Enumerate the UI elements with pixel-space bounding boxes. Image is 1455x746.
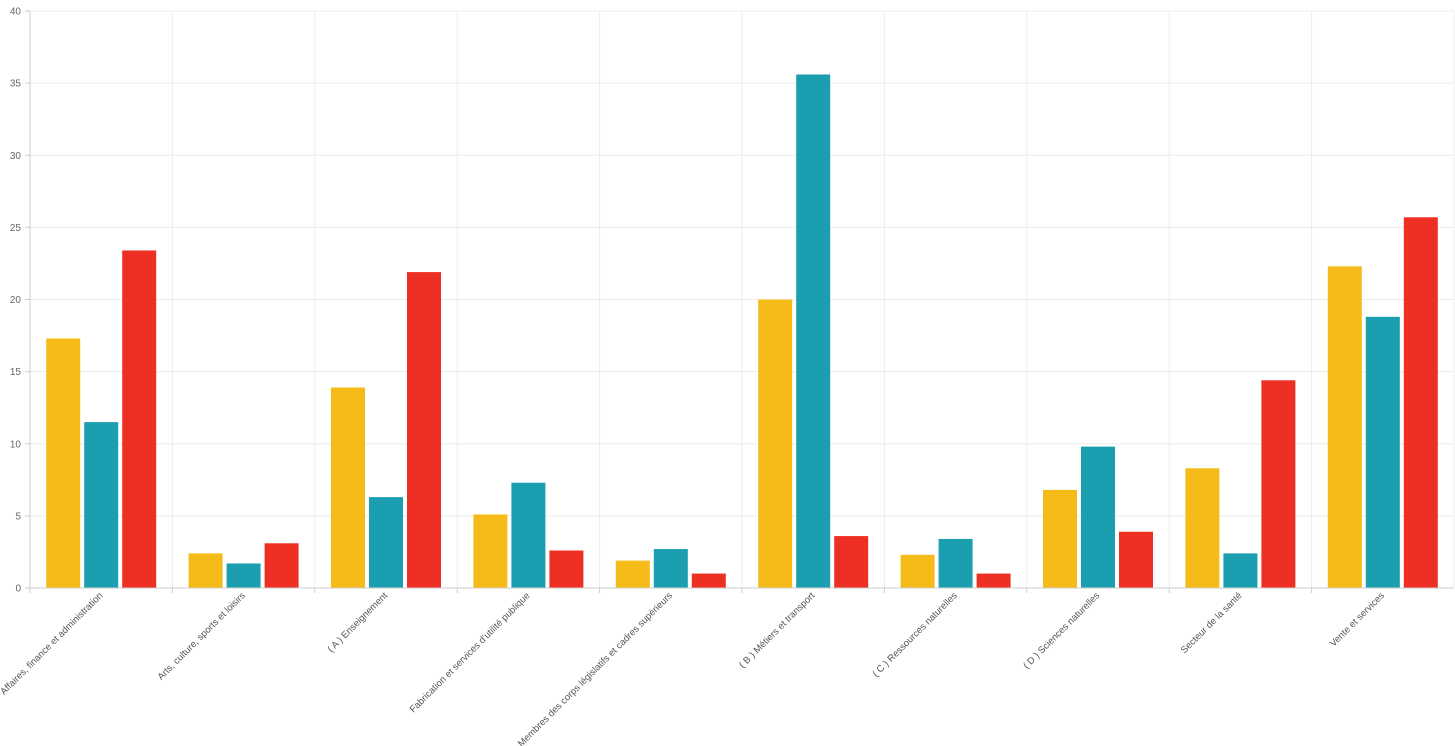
bar-series-3[interactable]: [976, 573, 1011, 588]
bar-series-2[interactable]: [938, 538, 973, 588]
bar-series-1[interactable]: [1185, 468, 1220, 588]
bar-series-2[interactable]: [1223, 553, 1258, 588]
bar-series-3[interactable]: [1261, 380, 1296, 588]
bars: [46, 74, 1438, 589]
x-category-label: Fabrication et services d'utilité publiq…: [408, 590, 533, 715]
bar-series-2[interactable]: [796, 74, 831, 589]
x-category-label: ( C ) Ressources naturelles: [871, 590, 960, 679]
y-tick-label: 20: [10, 295, 22, 306]
grid-lines: [30, 10, 1455, 588]
x-category-label: Vente et services: [1328, 590, 1387, 649]
y-tick-label: 0: [15, 584, 21, 595]
bar-series-3[interactable]: [264, 543, 299, 588]
bar-series-2[interactable]: [653, 549, 688, 588]
bar-series-3[interactable]: [549, 550, 584, 588]
bar-series-3[interactable]: [691, 573, 726, 588]
x-category-label: ( D ) Sciences naturelles: [1021, 590, 1102, 671]
y-tick-label: 30: [10, 151, 22, 162]
bar-series-2[interactable]: [1081, 446, 1115, 588]
x-category-label: ( B ) Métiers et transport: [737, 590, 817, 670]
bar-series-1[interactable]: [615, 560, 650, 588]
bar-series-3[interactable]: [834, 536, 869, 588]
bar-series-1[interactable]: [1043, 489, 1077, 588]
bar-series-1[interactable]: [758, 299, 793, 589]
bar-series-1[interactable]: [331, 387, 365, 588]
x-category-label: Secteur de la santé: [1179, 590, 1245, 656]
y-tick-label: 5: [15, 511, 21, 522]
bar-series-1[interactable]: [473, 514, 508, 588]
y-tick-label: 40: [10, 7, 22, 18]
y-tick-label: 35: [10, 79, 22, 90]
bar-series-1[interactable]: [1327, 266, 1362, 588]
y-tick-label: 10: [10, 439, 22, 450]
bar-series-2[interactable]: [369, 497, 403, 588]
bar-series-2[interactable]: [511, 482, 546, 588]
bar-series-1[interactable]: [188, 553, 223, 588]
bar-series-3[interactable]: [122, 250, 157, 588]
axis-labels: 0 5 10 15 20 25 30 35 40 Affaires, finance et adm…: [0, 7, 1387, 746]
x-category-label: ( A ) Enseignement: [326, 590, 391, 655]
bar-series-3[interactable]: [1403, 217, 1438, 588]
bar-series-1[interactable]: [900, 554, 935, 588]
bar-series-1[interactable]: [46, 338, 81, 588]
bar-series-2[interactable]: [1365, 316, 1400, 588]
bar-series-3[interactable]: [407, 272, 441, 588]
bar-series-2[interactable]: [226, 563, 261, 588]
x-category-label: Arts, culture, sports et loisirs: [156, 590, 248, 682]
bar-series-2[interactable]: [84, 422, 119, 588]
bar-series-3[interactable]: [1119, 531, 1153, 588]
y-tick-label: 15: [10, 367, 22, 378]
x-category-label: Affaires, finance et administration: [0, 590, 105, 697]
axes: [25, 10, 1454, 593]
x-category-label: Membres des corps législatifs et cadres …: [516, 590, 675, 746]
y-tick-label: 25: [10, 223, 22, 234]
